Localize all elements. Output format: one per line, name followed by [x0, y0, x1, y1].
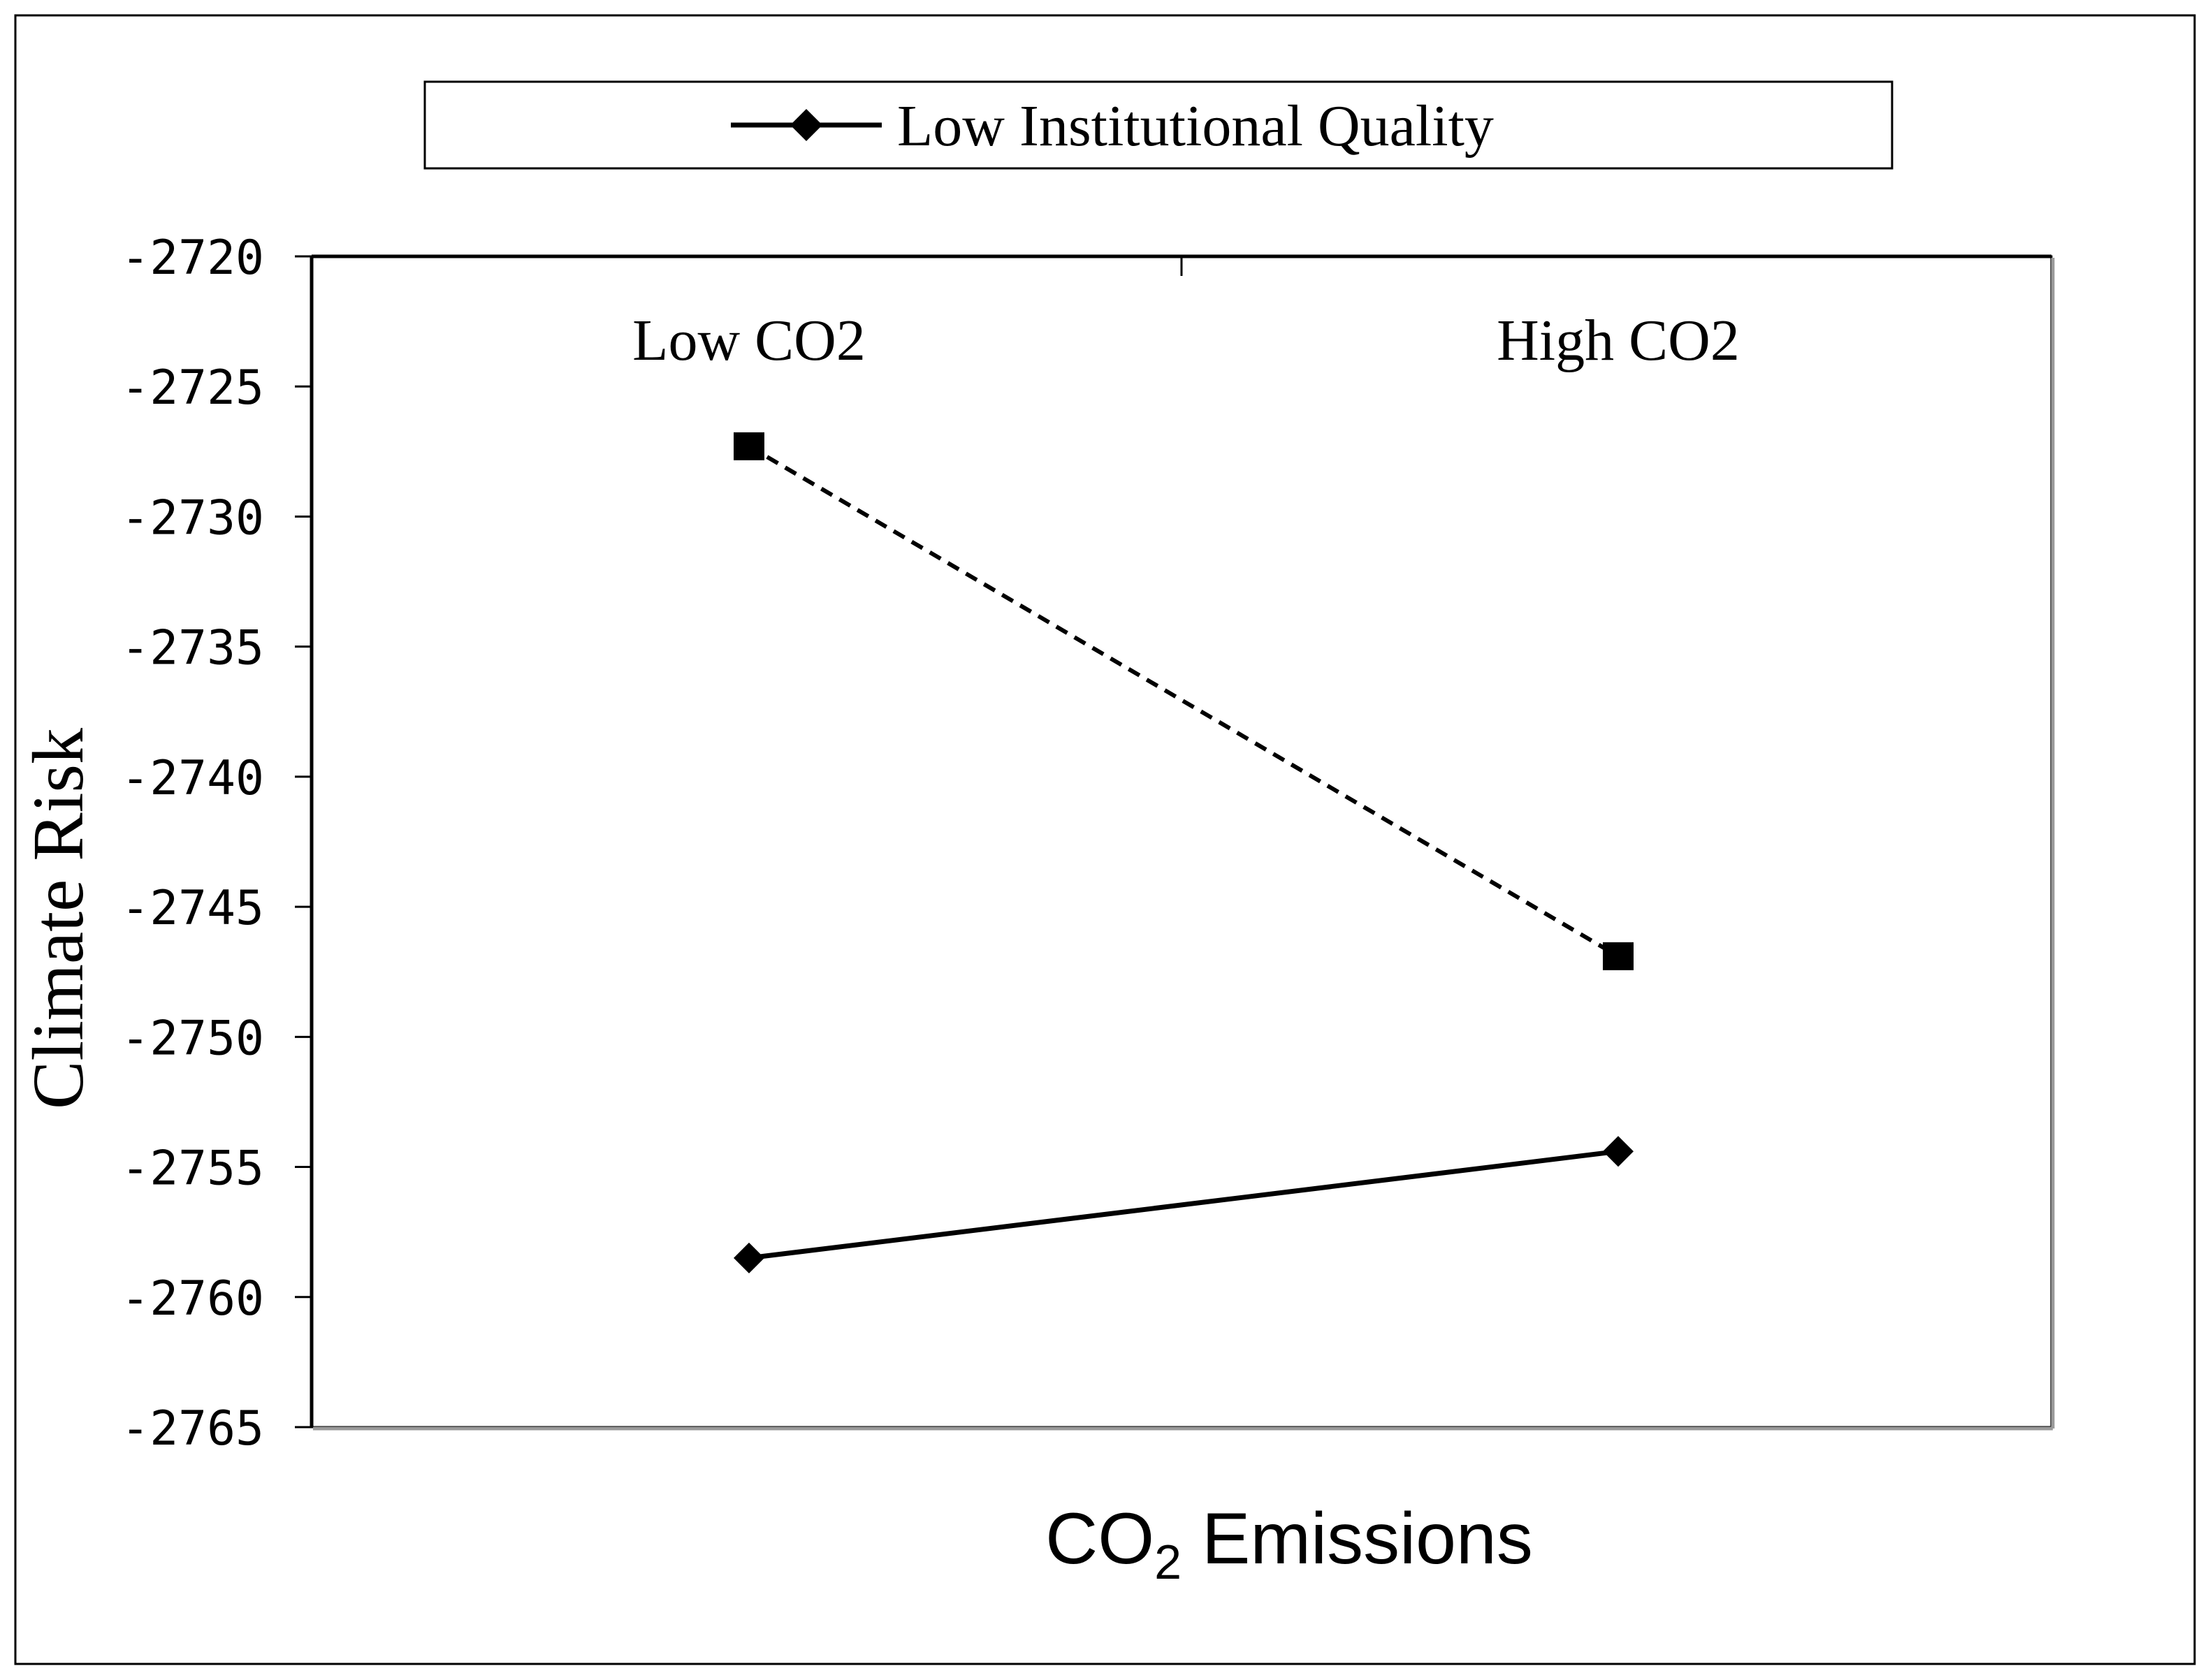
y-tick-label-2: -2730 — [121, 490, 264, 546]
x-axis-label: CO2 Emissions — [1045, 1498, 1533, 1589]
x-axis-label-subscript: 2 — [1154, 1535, 1182, 1589]
y-tick-label-0: -2720 — [121, 231, 264, 286]
y-tick-label-6: -2750 — [121, 1011, 264, 1066]
category-labels: Low CO2 High CO2 — [632, 308, 1740, 373]
y-tick-label-7: -2755 — [121, 1141, 264, 1197]
y-axis-ticks: -2720 -2725 -2730 -2735 -2740 -2745 -2750 -2755… — [121, 231, 312, 1456]
y-tick-label-3: -2735 — [121, 621, 264, 676]
plot-area — [310, 254, 2055, 1431]
data-point-low-low-co2 — [734, 1242, 764, 1273]
y-tick-label-8: -2760 — [121, 1271, 264, 1327]
legend-label: Low Institutional Quality — [897, 94, 1494, 159]
plot-border — [310, 255, 2053, 1429]
data-point-high-high-co2 — [1603, 942, 1634, 970]
y-tick-label-4: -2740 — [121, 751, 264, 806]
y-tick-label-9: -2765 — [121, 1401, 264, 1456]
x-axis-label-co: CO — [1045, 1498, 1154, 1579]
category-label-high-co2: High CO2 — [1497, 308, 1740, 373]
y-tick-label-5: -2745 — [121, 881, 264, 936]
legend-diamond-marker — [790, 109, 822, 141]
category-label-low-co2: Low CO2 — [632, 308, 866, 373]
y-tick-label-1: -2725 — [121, 360, 264, 416]
y-axis-label: Climate Risk — [18, 728, 99, 1109]
series-high-institutional-quality-line — [748, 444, 1620, 958]
legend: Low Institutional Quality — [423, 80, 1893, 170]
x-axis-label-rest: Emissions — [1182, 1498, 1533, 1579]
series-low-institutional-quality-line — [748, 1148, 1619, 1261]
data-point-high-low-co2 — [734, 432, 764, 460]
legend-box — [423, 80, 1893, 170]
data-point-low-high-co2 — [1603, 1136, 1634, 1167]
